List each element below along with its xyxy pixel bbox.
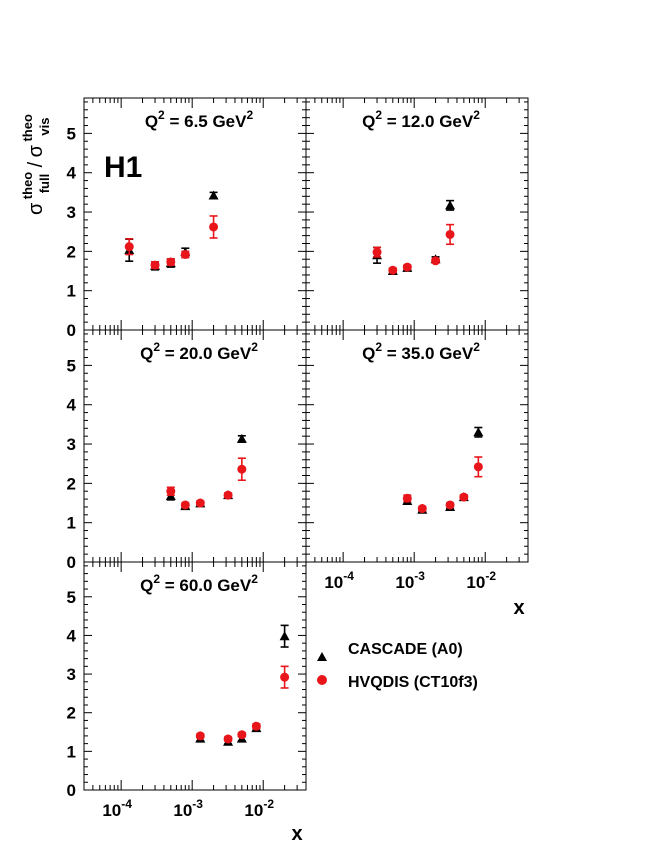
- y-label-num-sup: theo: [20, 172, 35, 200]
- data-point-triangle: [473, 427, 484, 437]
- data-point-circle: [166, 257, 176, 267]
- panel-5: 0 1 2 3 4 5 Q2 = 60.0 GeV2: [67, 561, 307, 800]
- y-label-symbol-2: σ: [25, 144, 47, 157]
- y-label-den-sup: theo: [20, 114, 35, 142]
- legend-label-cascade: CASCADE (A0): [348, 641, 463, 658]
- legend-circle-icon: [317, 675, 327, 685]
- y-label-den-sub: vis: [37, 118, 52, 136]
- data-point-circle: [372, 247, 382, 257]
- y-tick-label: 2: [67, 242, 76, 261]
- y-tick-label: 3: [67, 203, 76, 222]
- y-label-symbol-1: σ: [25, 202, 47, 215]
- x-tick-label: 10-3: [395, 569, 425, 592]
- panel-1: 0 1 2 3 4 5 Q2 = 6.5 GeV2: [67, 97, 307, 340]
- y-tick-label: 0: [67, 781, 76, 800]
- y-tick-label: 0: [67, 553, 76, 572]
- legend-triangle-icon: [317, 652, 327, 661]
- panel-2: Q2 = 12.0 GeV2: [305, 97, 529, 331]
- y-tick-label: 3: [67, 665, 76, 684]
- panel-frame: [83, 329, 307, 563]
- data-point-triangle: [279, 631, 290, 641]
- data-point-circle: [124, 242, 134, 252]
- data-point-triangle: [208, 190, 219, 200]
- data-point-circle: [459, 492, 469, 502]
- data-point-circle: [237, 730, 247, 740]
- y-axis-label: σ theo full / σ theo vis: [19, 110, 53, 215]
- y-tick-label: 5: [67, 356, 76, 375]
- data-point-circle: [180, 250, 190, 260]
- data-point-circle: [473, 462, 483, 472]
- data-point-circle: [431, 256, 441, 266]
- data-point-circle: [445, 229, 455, 239]
- panel-3: 0 1 2 3 4 5 Q2 = 20.0 GeV2: [67, 329, 307, 572]
- data-point-circle: [251, 721, 261, 731]
- y-tick-label: 1: [67, 742, 76, 761]
- experiment-label: H1: [104, 151, 142, 184]
- panel-title: Q2 = 6.5 GeV2: [145, 108, 254, 131]
- data-point-circle: [388, 265, 398, 275]
- data-point-circle: [195, 731, 205, 741]
- y-tick-label: 1: [67, 514, 76, 533]
- data-point-circle: [223, 734, 233, 744]
- y-tick-label: 4: [67, 396, 77, 415]
- panel-title: Q2 = 12.0 GeV2: [362, 108, 480, 131]
- y-label-num-sub: full: [37, 174, 52, 194]
- panel-title: Q2 = 20.0 GeV2: [140, 340, 258, 363]
- data-point-circle: [445, 500, 455, 510]
- data-point-circle: [402, 493, 412, 503]
- legend: CASCADE (A0) HVQDIS (CT10f3): [317, 641, 478, 691]
- svg-text:σ theo full: σ theo full / σ theo vis: [19, 110, 53, 215]
- y-tick-label: 2: [67, 474, 76, 493]
- data-point-circle: [195, 498, 205, 508]
- x-axis-title: x: [513, 597, 524, 619]
- panel-title: Q2 = 60.0 GeV2: [140, 572, 258, 595]
- legend-label-hvqdis: HVQDIS (CT10f3): [348, 674, 478, 691]
- y-tick-label: 0: [67, 321, 76, 340]
- y-tick-label: 5: [67, 124, 76, 143]
- x-tick-label: 10-2: [244, 797, 274, 820]
- y-tick-label: 1: [67, 282, 76, 301]
- y-tick-label: 2: [67, 704, 76, 723]
- data-point-triangle: [236, 433, 247, 443]
- data-point-circle: [280, 672, 290, 682]
- panels-group: 0 1 2 3 4 5 Q2 = 6.5 GeV2 Q2 = 12.0 GeV2 0 1 2 3 4 5 Q…: [67, 97, 529, 800]
- data-point-circle: [417, 504, 427, 514]
- y-tick-label: 3: [67, 435, 76, 454]
- data-point-circle: [209, 222, 219, 232]
- y-tick-label: 4: [67, 164, 77, 183]
- x-tick-label: 10-3: [173, 797, 203, 820]
- x-tick-label: 10-2: [466, 569, 496, 592]
- x-axis-title: x: [291, 823, 302, 845]
- y-tick-label: 4: [67, 626, 77, 645]
- data-point-circle: [150, 260, 160, 270]
- panel-frame: [305, 329, 529, 563]
- panel-title: Q2 = 35.0 GeV2: [362, 340, 480, 363]
- data-point-circle: [223, 490, 233, 500]
- y-tick-label: 5: [67, 588, 76, 607]
- x-tick-label: 10-4: [102, 797, 132, 820]
- y-label-separator: /: [25, 161, 47, 167]
- data-point-circle: [237, 464, 247, 474]
- x-tick-label: 10-4: [324, 569, 354, 592]
- panel-frame: [83, 561, 307, 791]
- x-axis-labels: 10-4 10-3 10-2 x 10-4 10-3 10-2 x: [102, 569, 524, 845]
- panel-frame: [83, 97, 307, 331]
- panel-4: Q2 = 35.0 GeV2: [305, 329, 529, 563]
- data-point-triangle: [445, 200, 456, 210]
- data-point-circle: [402, 262, 412, 272]
- panel-frame: [305, 97, 529, 331]
- data-point-circle: [166, 486, 176, 496]
- data-point-circle: [180, 500, 190, 510]
